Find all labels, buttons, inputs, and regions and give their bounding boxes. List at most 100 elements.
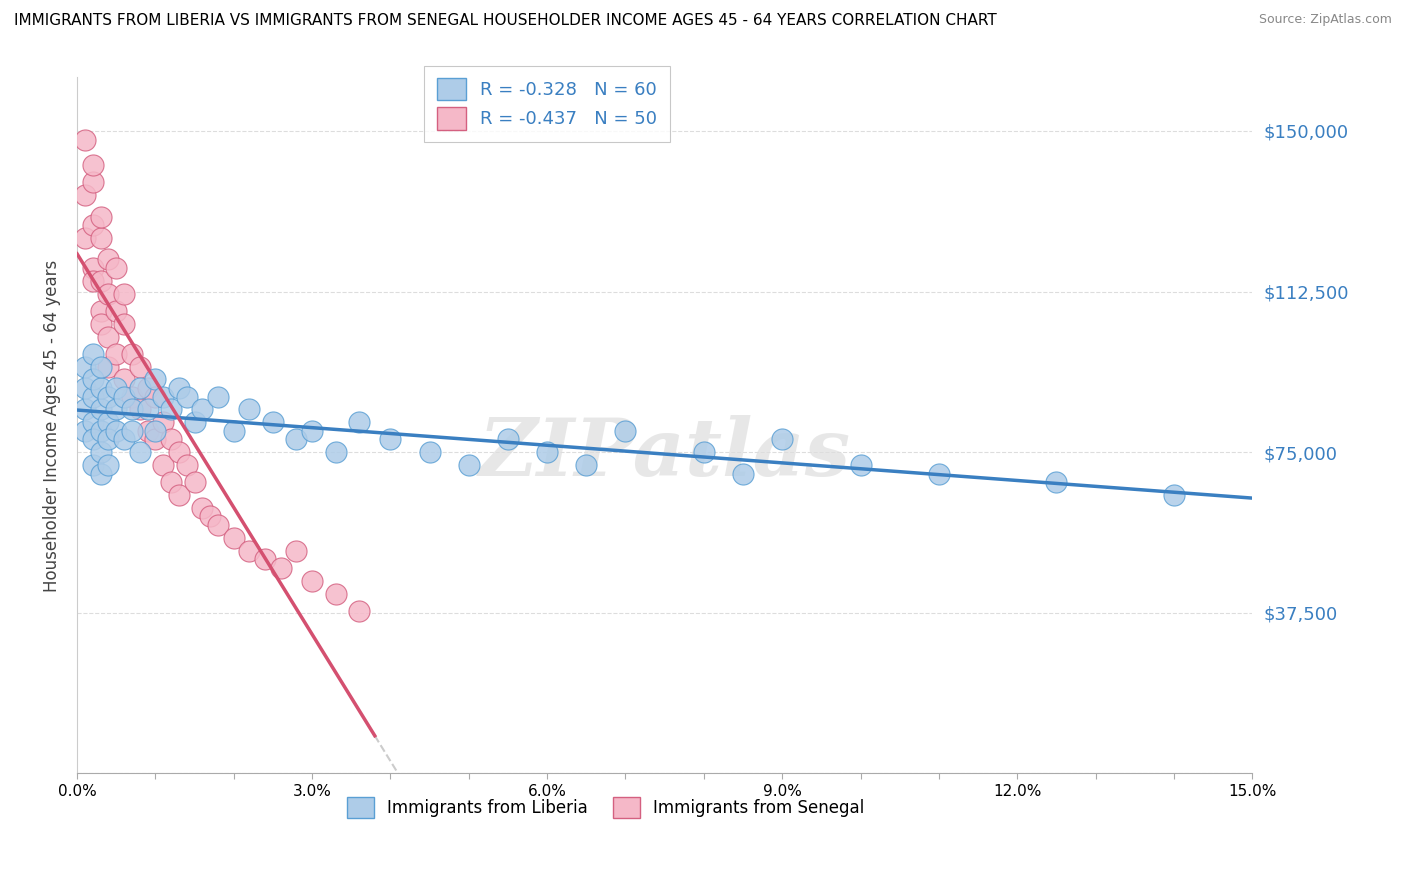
Point <box>238 402 260 417</box>
Point <box>112 317 135 331</box>
Point <box>167 445 190 459</box>
Point <box>105 347 128 361</box>
Point <box>82 415 104 429</box>
Point <box>285 543 308 558</box>
Point <box>145 372 167 386</box>
Point <box>183 475 205 490</box>
Point <box>82 372 104 386</box>
Point <box>82 390 104 404</box>
Point <box>575 458 598 472</box>
Point <box>90 274 112 288</box>
Point <box>145 433 167 447</box>
Point <box>105 260 128 275</box>
Point <box>73 359 96 374</box>
Point <box>73 188 96 202</box>
Point <box>97 286 120 301</box>
Point <box>301 574 323 588</box>
Point <box>325 586 347 600</box>
Point <box>73 402 96 417</box>
Point <box>347 604 370 618</box>
Text: Source: ZipAtlas.com: Source: ZipAtlas.com <box>1258 13 1392 27</box>
Point <box>1163 488 1185 502</box>
Point <box>121 347 143 361</box>
Point <box>105 402 128 417</box>
Point <box>347 415 370 429</box>
Point <box>849 458 872 472</box>
Point <box>90 210 112 224</box>
Point <box>136 402 159 417</box>
Point <box>90 231 112 245</box>
Point <box>97 415 120 429</box>
Point <box>614 424 637 438</box>
Point <box>176 458 198 472</box>
Point <box>1045 475 1067 490</box>
Point <box>90 424 112 438</box>
Point <box>73 381 96 395</box>
Point <box>73 231 96 245</box>
Point <box>112 372 135 386</box>
Point <box>90 359 112 374</box>
Point <box>136 424 159 438</box>
Point <box>73 132 96 146</box>
Point <box>325 445 347 459</box>
Point <box>97 433 120 447</box>
Point <box>536 445 558 459</box>
Point <box>128 402 150 417</box>
Point <box>82 218 104 232</box>
Point <box>152 415 174 429</box>
Point <box>301 424 323 438</box>
Point <box>105 424 128 438</box>
Point <box>419 445 441 459</box>
Point <box>128 445 150 459</box>
Point <box>90 317 112 331</box>
Text: IMMIGRANTS FROM LIBERIA VS IMMIGRANTS FROM SENEGAL HOUSEHOLDER INCOME AGES 45 - : IMMIGRANTS FROM LIBERIA VS IMMIGRANTS FR… <box>14 13 997 29</box>
Point <box>145 424 167 438</box>
Point <box>160 402 183 417</box>
Point <box>207 518 229 533</box>
Point <box>90 381 112 395</box>
Point <box>731 467 754 481</box>
Point <box>82 158 104 172</box>
Point <box>112 390 135 404</box>
Point <box>262 415 284 429</box>
Point <box>97 359 120 374</box>
Point <box>97 329 120 343</box>
Point <box>380 433 402 447</box>
Point <box>97 252 120 267</box>
Point <box>90 467 112 481</box>
Point <box>112 286 135 301</box>
Point <box>160 433 183 447</box>
Point <box>145 390 167 404</box>
Point <box>121 424 143 438</box>
Point <box>191 402 214 417</box>
Point <box>222 424 245 438</box>
Point <box>105 381 128 395</box>
Point <box>97 390 120 404</box>
Point <box>121 402 143 417</box>
Point <box>200 509 222 524</box>
Point <box>82 175 104 189</box>
Point <box>152 390 174 404</box>
Point <box>183 415 205 429</box>
Point <box>82 458 104 472</box>
Point <box>136 381 159 395</box>
Point <box>105 304 128 318</box>
Point <box>207 390 229 404</box>
Point <box>73 424 96 438</box>
Point <box>128 359 150 374</box>
Point <box>285 433 308 447</box>
Text: ZIPatlas: ZIPatlas <box>478 415 851 492</box>
Point <box>496 433 519 447</box>
Point <box>82 260 104 275</box>
Point <box>770 433 793 447</box>
Point <box>82 274 104 288</box>
Point <box>121 390 143 404</box>
Point <box>152 458 174 472</box>
Point <box>82 347 104 361</box>
Point <box>457 458 479 472</box>
Point <box>238 543 260 558</box>
Point <box>222 531 245 545</box>
Point <box>82 433 104 447</box>
Point <box>693 445 716 459</box>
Point <box>97 458 120 472</box>
